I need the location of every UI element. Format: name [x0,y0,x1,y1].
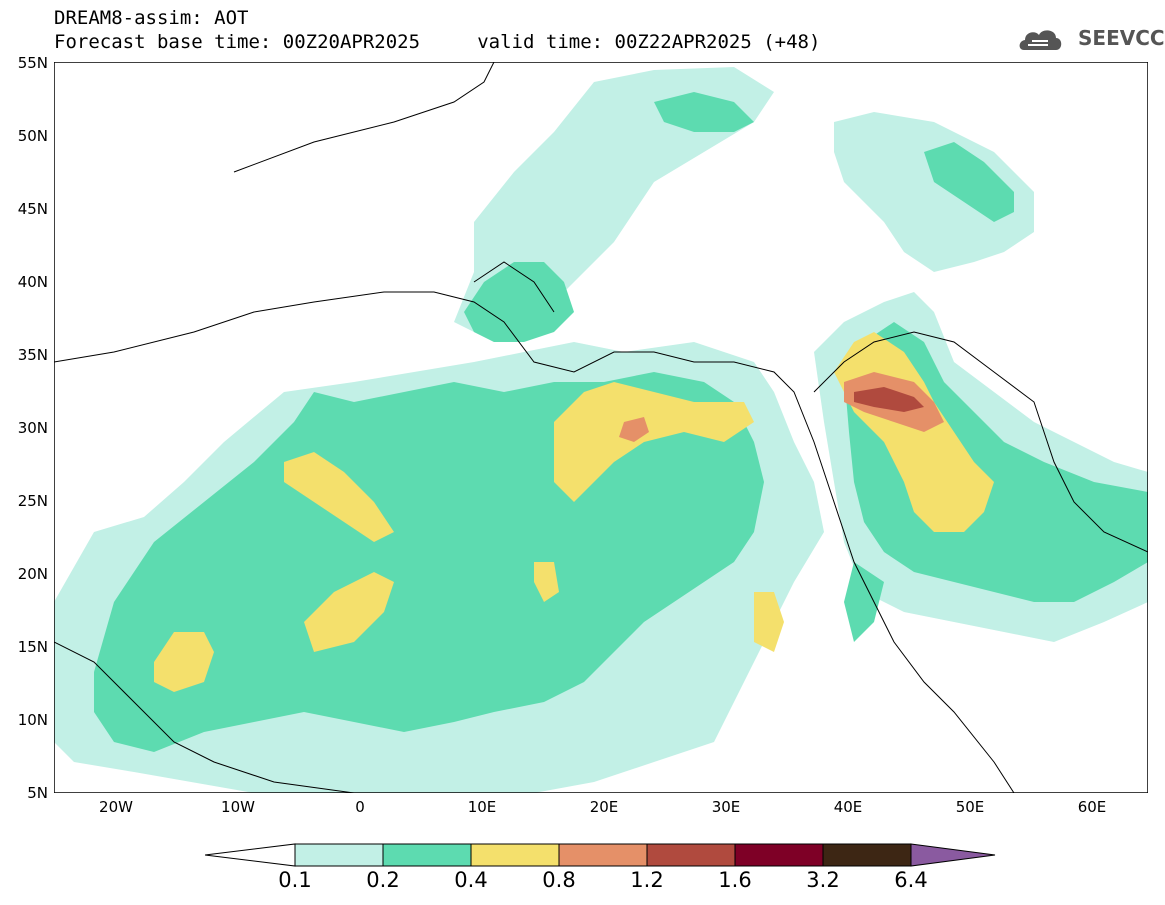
colorbar-label: 0.8 [542,868,576,892]
lon-label: 0 [355,798,365,816]
forecast-times: Forecast base time: 00Z20APR2025 valid t… [54,31,821,53]
map-title: DREAM8-assim: AOT [54,7,249,29]
lon-label: 60E [1077,798,1107,816]
cloud-logo-icon [1019,30,1062,50]
colorbar-label: 0.2 [366,868,400,892]
lat-label: 5N [27,784,48,802]
lon-label: 40E [833,798,863,816]
lon-label: 10E [467,798,497,816]
logo-text: SEEVCCC [1078,26,1165,50]
colorbar-label: 6.4 [894,868,928,892]
lon-label: 20E [589,798,619,816]
lon-label: 50E [955,798,985,816]
lat-label: 45N [17,200,48,218]
colorbar-label: 1.6 [718,868,752,892]
lat-label: 55N [17,54,48,72]
lon-label: 20W [99,798,133,816]
lat-label: 35N [17,346,48,364]
lat-label: 20N [17,565,48,583]
colorbar [205,843,996,867]
lat-label: 30N [17,419,48,437]
colorbar-label: 0.4 [454,868,488,892]
lat-label: 10N [17,711,48,729]
coastlines [54,62,1148,793]
lat-label: 25N [17,492,48,510]
lat-label: 50N [17,127,48,145]
lon-label: 10W [221,798,255,816]
lat-label: 15N [17,638,48,656]
colorbar-label: 1.2 [630,868,664,892]
aot-1.2-region [854,387,924,412]
colorbar-label: 0.1 [278,868,312,892]
colorbar-label: 3.2 [806,868,840,892]
lon-label: 30E [711,798,741,816]
lat-label: 40N [17,273,48,291]
aot-map [54,62,1148,793]
